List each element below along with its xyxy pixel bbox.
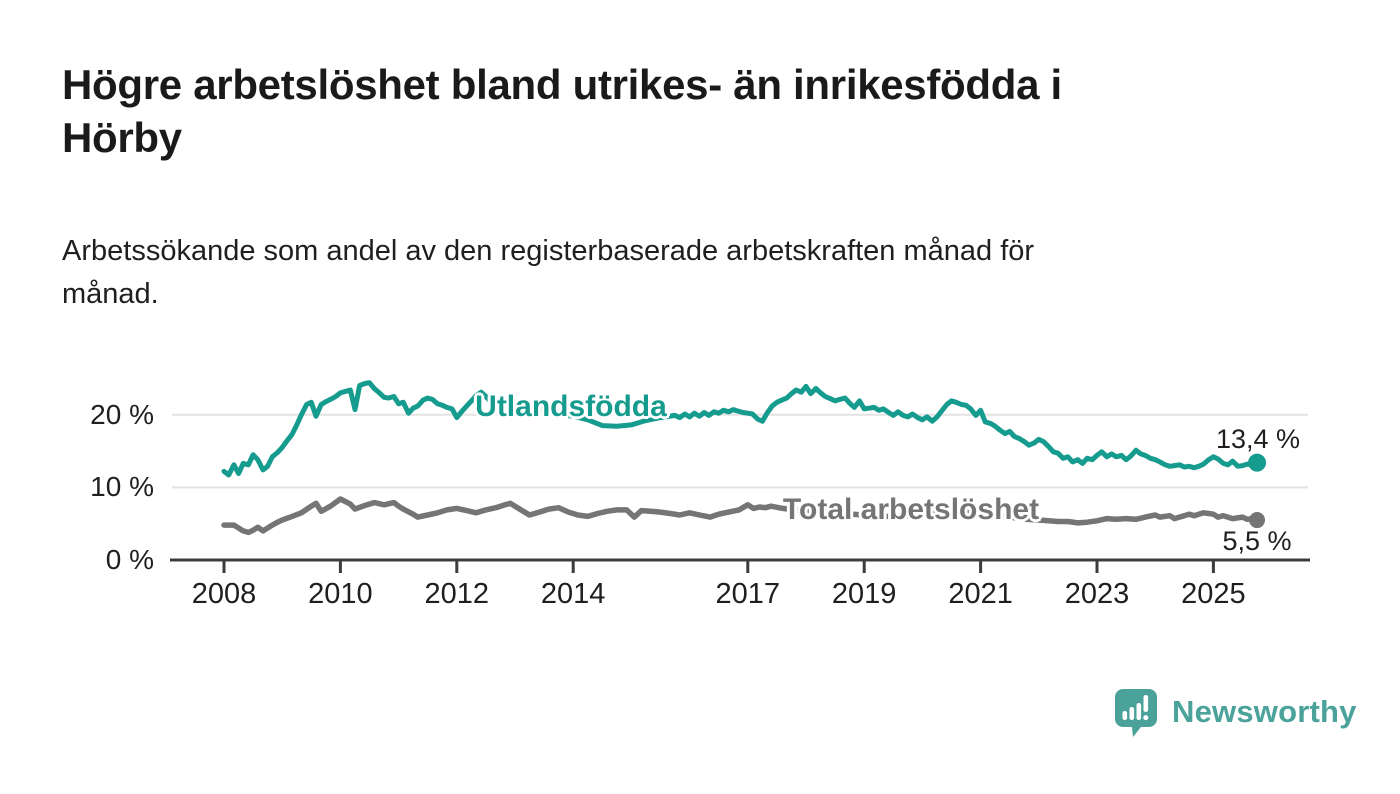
series-end-dot-1: [1249, 512, 1266, 529]
series-line-0: [221, 380, 1260, 478]
y-tick-label: 0 %: [105, 544, 154, 575]
end-value-label-total: 5,5 %: [1222, 526, 1292, 556]
newsworthy-logo: Newsworthy: [1112, 686, 1357, 738]
x-tick-label: 2014: [540, 578, 606, 610]
newsworthy-logo-text: Newsworthy: [1172, 694, 1357, 729]
x-tick-label: 2010: [308, 578, 373, 610]
newsworthy-logo-icon: [1115, 689, 1157, 737]
x-tick-label: 2017: [715, 578, 781, 610]
series-end-dot-0: [1248, 453, 1267, 472]
y-tick-label: 20 %: [90, 398, 154, 430]
page-subtitle: Arbetssökande som andel av den registerb…: [62, 235, 1035, 310]
x-tick-label: 2008: [191, 578, 257, 610]
series-label-total-arbetsloshet: Total arbetslöshet: [782, 493, 1040, 526]
series-label-utlandsfodda: Utlandsfödda: [475, 390, 667, 423]
y-tick-label: 10 %: [90, 471, 154, 503]
page-title: Högre arbetslöshet bland utrikes- än inr…: [62, 61, 1062, 161]
x-tick-label: 2023: [1064, 578, 1130, 610]
end-value-label-utlandsfodda: 13,4 %: [1215, 424, 1301, 454]
x-tick-label: 2019: [831, 578, 897, 610]
series-line-1: [221, 496, 1260, 536]
x-tick-label: 2012: [424, 578, 490, 610]
x-tick-label: 2025: [1181, 578, 1246, 610]
x-tick-label: 2021: [948, 578, 1013, 610]
